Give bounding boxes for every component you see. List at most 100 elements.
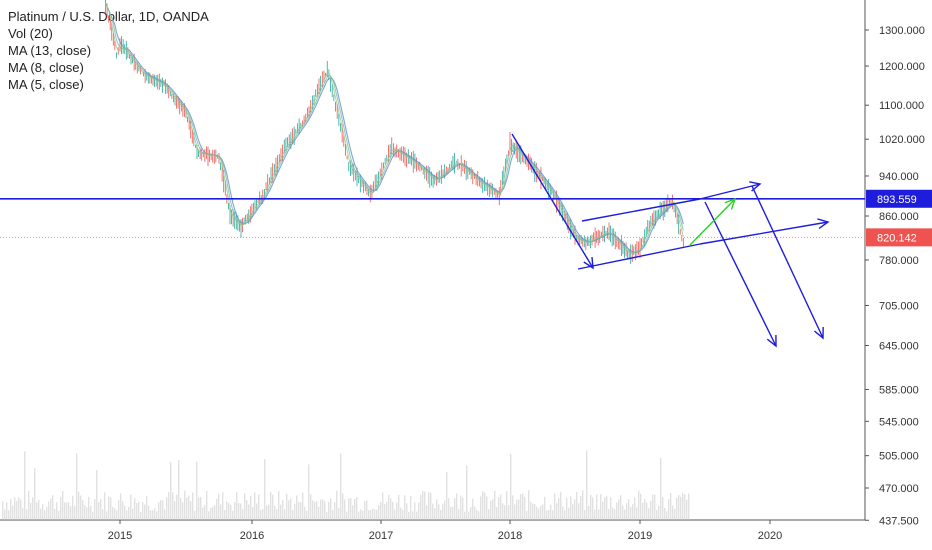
volume-bar xyxy=(102,509,104,520)
volume-bar xyxy=(104,492,106,520)
volume-bar xyxy=(600,494,602,520)
volume-bar xyxy=(496,506,498,520)
volume-bar xyxy=(470,507,472,520)
volume-bar xyxy=(268,504,270,520)
volume-bar xyxy=(108,496,110,520)
volume-bar xyxy=(174,501,176,520)
volume-bar xyxy=(522,493,524,520)
volume-bar xyxy=(136,503,138,520)
volume-bar xyxy=(622,505,624,520)
volume-bar xyxy=(636,507,638,520)
volume-bar xyxy=(72,495,74,520)
volume-bar xyxy=(616,502,618,520)
volume-bar xyxy=(574,499,576,520)
volume-bar xyxy=(402,509,404,520)
volume-bar xyxy=(460,495,462,520)
volume-bar xyxy=(100,499,102,520)
volume-bar xyxy=(354,498,356,520)
volume-bar xyxy=(238,503,240,520)
volume-bar xyxy=(364,501,366,520)
volume-bar xyxy=(254,492,256,520)
volume-bar xyxy=(552,510,554,520)
volume-bar xyxy=(338,508,340,520)
volume-bar xyxy=(320,499,322,520)
volume-bar xyxy=(452,506,454,520)
volume-bar xyxy=(278,490,280,520)
x-tick-label: 2017 xyxy=(369,530,393,542)
volume-bar xyxy=(462,497,464,520)
y-tick-label: 437.500 xyxy=(879,515,919,527)
volume-bar xyxy=(324,501,326,520)
volume-bar xyxy=(240,503,242,520)
volume-bar xyxy=(432,503,434,520)
volume-bar xyxy=(344,499,346,520)
volume-bar xyxy=(284,509,286,520)
volume-bar xyxy=(500,494,502,520)
volume-bar xyxy=(314,501,316,520)
volume-bar xyxy=(634,497,636,520)
volume-bar xyxy=(518,499,520,520)
volume-bar xyxy=(158,502,160,520)
volume-bar xyxy=(538,508,540,520)
volume-bar xyxy=(276,509,278,520)
volume-bar xyxy=(216,498,218,520)
volume-bar xyxy=(382,492,384,520)
volume-bar xyxy=(394,509,396,520)
volume-bar xyxy=(222,492,224,520)
ma-8-line xyxy=(105,2,684,254)
volume-bar xyxy=(270,491,272,520)
volume-bar xyxy=(32,497,34,520)
volume-bar xyxy=(10,499,12,520)
volume-bar xyxy=(520,494,522,520)
volume-bar xyxy=(390,498,392,520)
volume-bar xyxy=(594,509,596,520)
volume-bar xyxy=(42,504,44,520)
volume-bar xyxy=(668,499,670,520)
volume-bar xyxy=(118,500,120,520)
volume-bar xyxy=(412,511,414,520)
volume-bar xyxy=(214,505,216,520)
y-tick-label: 1100.000 xyxy=(879,100,924,112)
volume-bar xyxy=(296,495,298,520)
volume-bar xyxy=(524,496,526,520)
volume-bar xyxy=(206,490,208,520)
volume-bar xyxy=(50,498,52,520)
volume-bar xyxy=(516,499,518,520)
ma-5-line xyxy=(105,2,684,254)
volume-bar xyxy=(82,499,84,520)
volume-bar xyxy=(260,510,262,520)
volume-bar xyxy=(686,499,688,520)
volume-bar xyxy=(120,493,122,520)
volume-bar xyxy=(258,494,260,520)
volume-bar xyxy=(572,504,574,520)
volume-bar xyxy=(612,507,614,520)
y-tick-label: 545.000 xyxy=(879,416,919,428)
volume-bar xyxy=(26,509,28,520)
volume-bar xyxy=(56,502,58,520)
volume-bar xyxy=(468,511,470,520)
volume-bar xyxy=(510,453,512,520)
volume-bar xyxy=(146,496,148,520)
y-tick-label: 1200.000 xyxy=(879,61,925,73)
volume-bar xyxy=(248,504,250,520)
volume-bar xyxy=(76,453,78,520)
volume-bar xyxy=(378,505,380,520)
volume-bar xyxy=(484,492,486,520)
drop-arrow-1-head xyxy=(766,334,777,348)
volume-bar xyxy=(408,511,410,520)
volume-bar xyxy=(678,495,680,520)
volume-bar xyxy=(36,502,38,520)
volume-bar xyxy=(252,506,254,520)
bounce-arrow-head xyxy=(724,197,737,210)
downtrend-arrow xyxy=(511,133,594,269)
volume-bar xyxy=(490,500,492,520)
volume-bar xyxy=(688,493,690,520)
drop-arrow-1 xyxy=(704,201,777,347)
volume-bar xyxy=(92,511,94,520)
volume-bar xyxy=(562,506,564,520)
volume-bar xyxy=(130,494,132,520)
volume-bar xyxy=(330,498,332,520)
x-tick-label: 2020 xyxy=(758,530,782,542)
volume-bar xyxy=(576,492,578,520)
volume-bar xyxy=(308,464,310,520)
